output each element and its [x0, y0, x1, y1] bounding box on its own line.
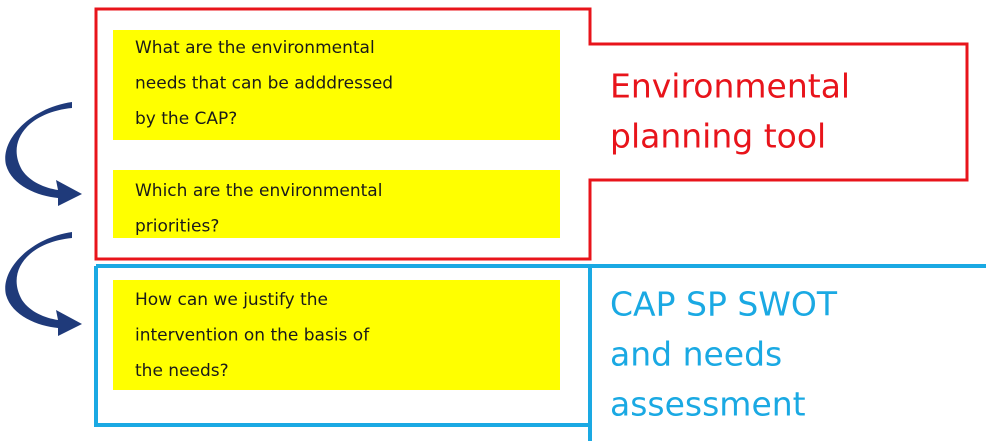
question-text: by the CAP?	[135, 109, 237, 129]
label-text: and needs	[610, 335, 782, 374]
question-box	[113, 280, 560, 390]
planning-frame	[94, 7, 969, 261]
arrows	[5, 102, 83, 336]
question-text: intervention on the basis of	[135, 326, 370, 346]
label-text: assessment	[610, 385, 806, 424]
question-text: needs that can be adddressed	[135, 74, 393, 94]
label-text: CAP SP SWOT	[610, 285, 838, 324]
question-text: How can we justify the	[135, 290, 328, 310]
question-text: Which are the environmental	[135, 181, 382, 201]
question-box	[113, 170, 560, 238]
question-text: priorities?	[135, 217, 219, 237]
question-box	[113, 30, 560, 140]
question-text: the needs?	[135, 361, 229, 381]
question-text: What are the environmental	[135, 38, 375, 58]
arrow	[5, 232, 83, 336]
label-text: planning tool	[610, 117, 826, 156]
arrow	[5, 102, 83, 206]
label-text: Environmental	[610, 67, 850, 106]
swot-frame	[94, 264, 986, 441]
